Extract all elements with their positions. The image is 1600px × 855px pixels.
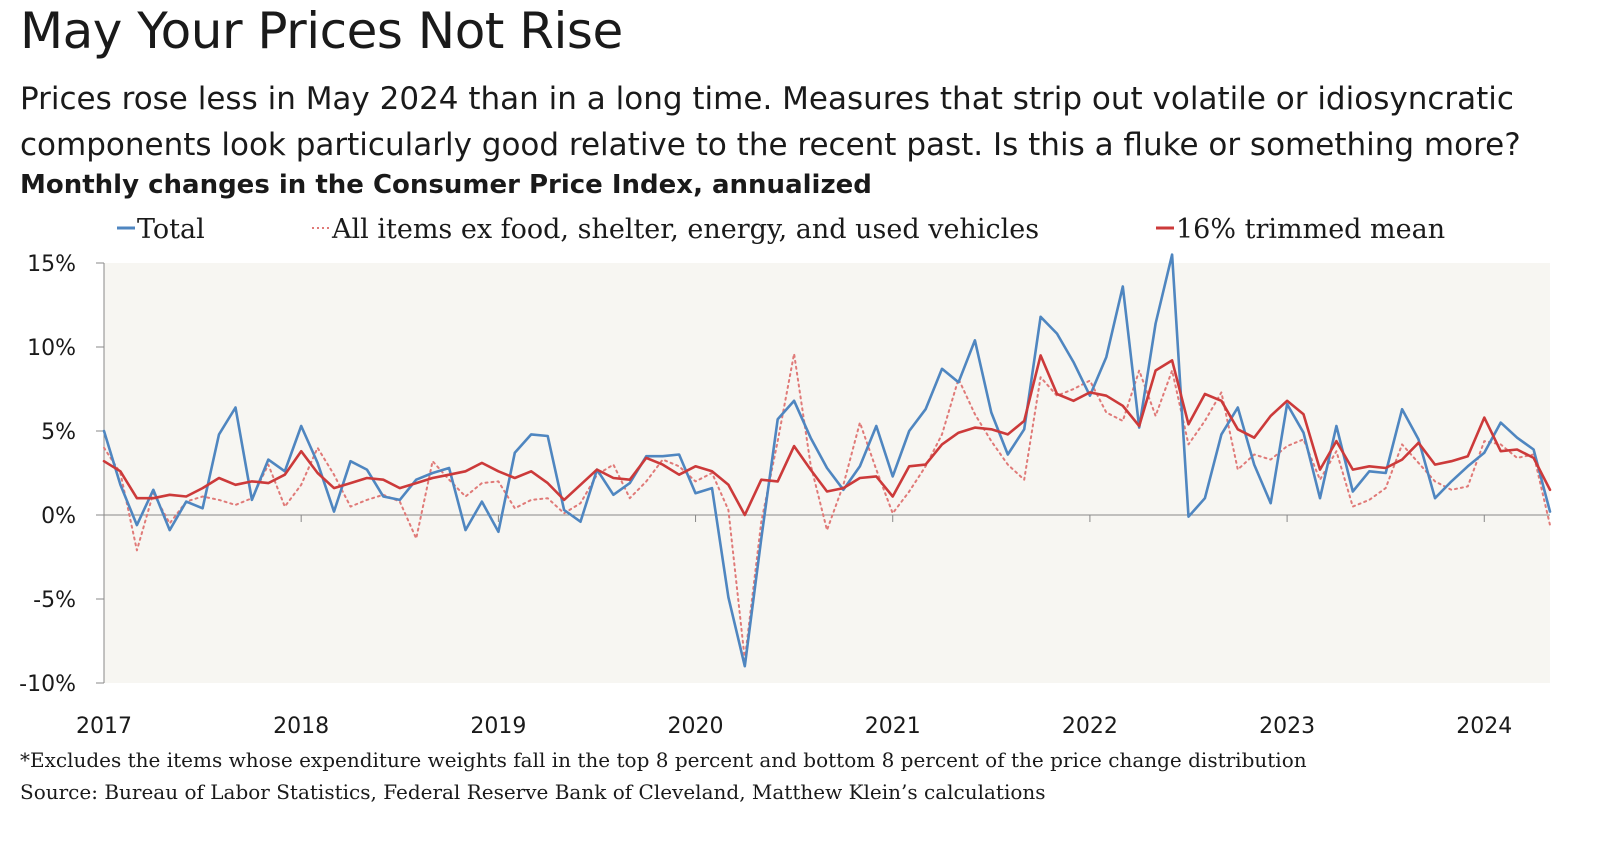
line-chart: Total All items ex food, shelter, energy,… [19, 214, 1552, 739]
chart-title: May Your Prices Not Rise [20, 2, 623, 60]
chart-heading: Monthly changes in the Consumer Price In… [20, 170, 872, 200]
y-axis: -10% -5% 0% 5% 10% 15% [19, 252, 1550, 697]
x-tick-label: 2019 [470, 714, 526, 739]
y-tick-label: 5% [41, 420, 76, 445]
series-line-0 [102, 253, 1552, 668]
x-tick-label: 2022 [1062, 714, 1118, 739]
x-tick-label: 2021 [865, 714, 921, 739]
series-layer [102, 253, 1552, 668]
y-tick-label: 15% [27, 252, 76, 277]
legend-label: 16% trimmed mean [1176, 214, 1445, 245]
x-axis: 2017 2018 2019 2020 2021 2022 2023 2024 [76, 515, 1512, 739]
y-tick-label: -10% [19, 672, 76, 697]
y-tick-label: -5% [33, 588, 76, 613]
x-tick-label: 2023 [1259, 714, 1315, 739]
legend-label: Total [137, 214, 205, 245]
y-tick-label: 0% [41, 504, 76, 529]
series-line-2 [102, 354, 1552, 517]
legend-label: All items ex food, shelter, energy, and … [331, 214, 1039, 245]
footnote: *Excludes the items whose expenditure we… [20, 748, 1307, 772]
source-note: Source: Bureau of Labor Statistics, Fede… [20, 780, 1046, 804]
plot-area [104, 263, 1550, 683]
x-tick-label: 2017 [76, 714, 132, 739]
x-tick-label: 2024 [1456, 714, 1512, 739]
y-tick-label: 10% [27, 336, 76, 361]
x-tick-label: 2020 [668, 714, 724, 739]
chart-subtitle: Prices rose less in May 2024 than in a l… [20, 81, 1521, 163]
chart-legend: Total All items ex food, shelter, energy,… [117, 214, 1445, 245]
x-tick-label: 2018 [273, 714, 329, 739]
